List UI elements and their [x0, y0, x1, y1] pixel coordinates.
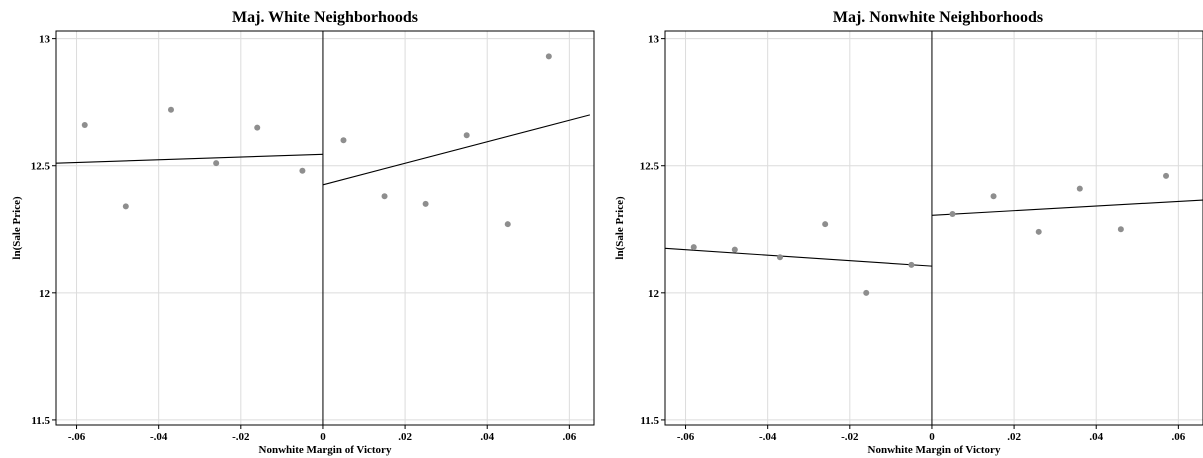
- y-tick-label: 11.5: [31, 415, 50, 427]
- data-point: [122, 203, 129, 210]
- x-tick-label: -.04: [759, 431, 777, 443]
- data-point: [213, 160, 220, 167]
- data-point: [463, 132, 470, 139]
- data-point: [254, 124, 261, 131]
- data-point: [381, 193, 388, 200]
- data-point: [1035, 228, 1042, 235]
- chart-title: Maj. White Neighborhoods: [232, 9, 418, 26]
- x-tick-label: .02: [398, 431, 412, 443]
- x-tick-label: 0: [320, 431, 326, 443]
- chart-panel-nonwhite: Maj. Nonwhite Neighborhoods -.06 -.04 -.02 0…: [603, 0, 1203, 458]
- data-point: [949, 211, 956, 218]
- fit-line: [664, 247, 932, 267]
- fit-line: [55, 153, 323, 164]
- data-point: [908, 261, 915, 268]
- y-tick-label: 12.5: [31, 161, 51, 173]
- data-point: [81, 122, 88, 129]
- x-tick-label: .04: [1089, 431, 1103, 443]
- x-tick-label: .02: [1007, 431, 1021, 443]
- data-point: [776, 254, 783, 261]
- x-axis-label: Nonwhite Margin of Victory: [259, 444, 392, 456]
- x-tick-label: -.06: [68, 431, 86, 443]
- data-point: [1163, 172, 1170, 179]
- data-point: [545, 53, 552, 60]
- data-point: [299, 167, 306, 174]
- chart-title: Maj. Nonwhite Neighborhoods: [833, 9, 1043, 26]
- y-tick-label: 12: [648, 288, 660, 300]
- fit-line: [931, 199, 1203, 216]
- fit-line: [322, 114, 591, 186]
- data-point: [1117, 226, 1124, 233]
- data-point: [504, 221, 511, 228]
- x-axis-label: Nonwhite Margin of Victory: [868, 444, 1001, 456]
- plot-frame: [55, 30, 595, 426]
- x-tick-label: -.02: [232, 431, 250, 443]
- data-point: [731, 246, 738, 253]
- x-tick-label: -.06: [677, 431, 695, 443]
- x-tick-label: 0: [929, 431, 935, 443]
- x-tick-label: .04: [480, 431, 494, 443]
- y-axis-label: ln(Sale Price): [11, 196, 23, 260]
- chart-white-neighborhoods: Maj. White Neighborhoods -.06 -.04 -.02 0 .02…: [11, 9, 595, 456]
- data-point: [690, 244, 697, 251]
- plot-frame: [664, 30, 1203, 426]
- y-tick-label: 12.5: [640, 161, 660, 173]
- chart-panel-white: Maj. White Neighborhoods -.06 -.04 -.02 0 .02…: [0, 0, 600, 458]
- y-tick-label: 13: [648, 34, 660, 46]
- chart-nonwhite-neighborhoods: Maj. Nonwhite Neighborhoods -.06 -.04 -.02 0…: [614, 9, 1203, 456]
- data-point: [863, 289, 870, 296]
- data-point: [340, 137, 347, 144]
- y-tick-label: 13: [39, 34, 51, 46]
- y-axis-label: ln(Sale Price): [614, 196, 626, 260]
- y-tick-label: 11.5: [640, 415, 659, 427]
- data-point: [422, 200, 429, 207]
- data-point: [167, 106, 174, 113]
- data-point: [1076, 185, 1083, 192]
- data-point: [990, 193, 997, 200]
- y-tick-label: 12: [39, 288, 51, 300]
- x-tick-label: -.04: [150, 431, 168, 443]
- x-tick-label: .06: [1171, 431, 1185, 443]
- data-point: [822, 221, 829, 228]
- x-tick-label: .06: [562, 431, 576, 443]
- x-tick-label: -.02: [841, 431, 859, 443]
